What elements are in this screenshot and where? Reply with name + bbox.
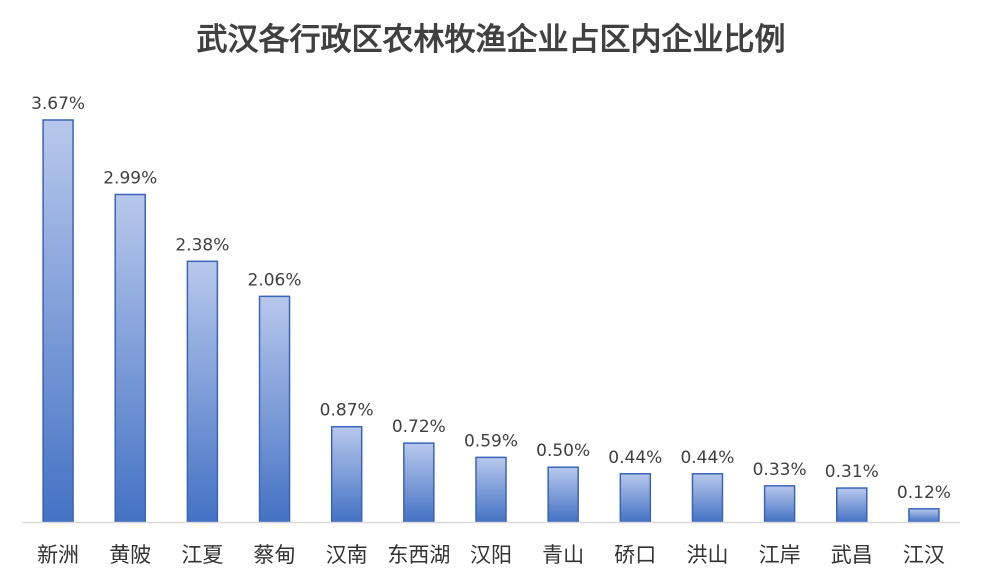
- category-label-9: 洪山: [686, 543, 728, 567]
- bars-layer: [42, 119, 940, 523]
- bar-7: [547, 466, 579, 523]
- data-label-1: 2.99%: [103, 168, 157, 188]
- bar-5: [403, 442, 435, 523]
- bar-12: [908, 508, 940, 523]
- bar-3: [258, 295, 291, 523]
- category-label-5: 东西湖: [387, 543, 450, 567]
- data-label-5: 0.72%: [392, 417, 446, 437]
- bar-1: [114, 193, 146, 523]
- data-label-12: 0.12%: [897, 483, 951, 503]
- data-label-3: 2.06%: [248, 270, 302, 290]
- data-label-7: 0.50%: [536, 441, 590, 461]
- category-label-2: 江夏: [181, 543, 223, 567]
- data-label-6: 0.59%: [464, 431, 518, 451]
- bar-11: [836, 487, 868, 523]
- bar-6: [475, 456, 507, 523]
- category-label-3: 蔡甸: [254, 543, 296, 567]
- data-label-4: 0.87%: [320, 401, 374, 421]
- data-label-0: 3.67%: [31, 94, 85, 114]
- category-labels-layer: 新洲 黄陂 江夏 蔡甸 汉南 东西湖 汉阳 青山 硚口 洪山 江岸 武昌 江汉: [37, 543, 945, 567]
- bar-10: [763, 485, 796, 523]
- category-label-10: 江岸: [759, 543, 801, 567]
- category-label-1: 黄陂: [109, 543, 151, 567]
- category-label-4: 汉南: [326, 543, 368, 567]
- data-label-11: 0.31%: [825, 462, 879, 482]
- category-label-6: 汉阳: [470, 543, 512, 567]
- bar-9: [691, 473, 724, 523]
- category-label-12: 江汉: [903, 543, 945, 567]
- bar-8: [619, 473, 652, 523]
- data-label-9: 0.44%: [680, 448, 734, 468]
- data-label-2: 2.38%: [175, 235, 229, 255]
- data-label-10: 0.33%: [753, 460, 807, 480]
- labels-layer: 3.67% 2.99% 2.38% 2.06% 0.87% 0.72% 0.59% 0.50%…: [31, 94, 951, 503]
- category-label-7: 青山: [542, 543, 584, 567]
- category-label-0: 新洲: [37, 543, 79, 567]
- bar-0: [42, 119, 74, 523]
- bar-2: [186, 260, 219, 523]
- category-label-8: 硚口: [614, 543, 656, 567]
- chart-title: 武汉各行政区农林牧渔企业占区内企业比例: [196, 22, 786, 58]
- category-label-11: 武昌: [831, 543, 873, 567]
- data-label-8: 0.44%: [608, 448, 662, 468]
- bar-4: [330, 425, 363, 523]
